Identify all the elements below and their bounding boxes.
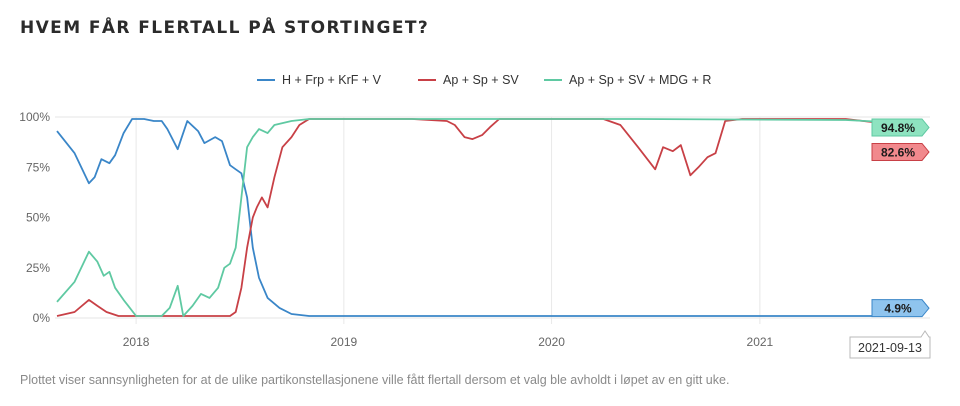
chart-title: HVEM FÅR FLERTALL PÅ STORTINGET? <box>20 18 430 38</box>
end-value-label: 94.8% <box>881 121 915 135</box>
y-tick-label: 100% <box>19 110 50 124</box>
legend-label: Ap + Sp + SV <box>443 73 519 87</box>
y-tick-label: 0% <box>33 311 51 325</box>
legend-swatch <box>544 78 562 81</box>
end-value-tag <box>871 118 930 137</box>
chart-caption: Plottet viser sannsynligheten for at de … <box>20 373 730 387</box>
x-tick-label: 2018 <box>123 335 150 349</box>
legend-item-ap-sp-sv-mdg-r[interactable]: Ap + Sp + SV + MDG + R <box>544 73 711 87</box>
hover-date-label: 2021-09-13 <box>858 341 922 355</box>
legend-swatch <box>418 78 436 81</box>
chart-plot: 2018 2019 2020 2021 0% 25% 50% 75% 100% 4.9% 82.6%… <box>19 110 931 359</box>
legend-label: Ap + Sp + SV + MDG + R <box>569 73 712 87</box>
y-tick-label: 25% <box>26 261 50 275</box>
legend-item-ap-sp-sv[interactable]: Ap + Sp + SV <box>418 73 519 87</box>
hover-date-box <box>849 330 931 359</box>
legend-swatch <box>257 78 275 81</box>
end-value-tag <box>871 299 930 318</box>
x-tick-label: 2019 <box>330 335 357 349</box>
y-tick-label: 75% <box>26 160 50 174</box>
series-line <box>56 118 906 317</box>
x-tick-label: 2021 <box>747 335 774 349</box>
series-line <box>56 118 905 317</box>
y-tick-label: 50% <box>26 211 50 225</box>
series-line <box>56 118 906 317</box>
chart-legend: H + Frp + KrF + V Ap + Sp + SV Ap + Sp +… <box>0 73 960 93</box>
end-value-tag <box>871 142 930 161</box>
end-value-label: 82.6% <box>881 145 915 159</box>
end-value-label: 4.9% <box>884 302 912 316</box>
x-tick-label: 2020 <box>538 335 565 349</box>
legend-label: H + Frp + KrF + V <box>282 73 381 87</box>
legend-item-h-frp-krf-v[interactable]: H + Frp + KrF + V <box>257 73 381 87</box>
